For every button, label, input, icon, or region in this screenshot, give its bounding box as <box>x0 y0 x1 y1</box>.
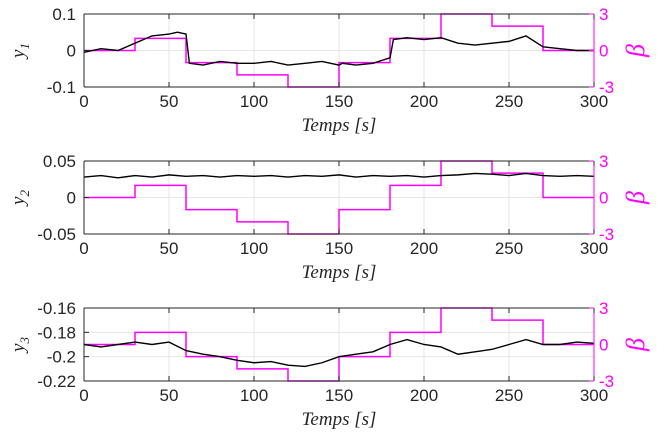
y-tick-label-right: -3 <box>599 225 614 244</box>
x-tick-label: 200 <box>410 239 438 258</box>
series-beta-line <box>84 307 594 382</box>
x-tick-label: 250 <box>495 386 523 405</box>
y-tick-label-left: -0.1 <box>47 78 76 97</box>
y-tick-label-right: 0 <box>599 189 608 208</box>
x-tick-label: 0 <box>79 92 88 111</box>
x-tick-label: 50 <box>160 92 179 111</box>
x-axis-label: Temps [s] <box>302 262 377 283</box>
x-tick-label: 300 <box>580 386 608 405</box>
y-tick-label-right: 0 <box>599 336 608 355</box>
y-tick-label-right: 3 <box>599 152 608 171</box>
x-tick-label: 150 <box>325 92 353 111</box>
x-tick-label: 300 <box>580 92 608 111</box>
y-tick-label-left: 0.1 <box>52 5 76 24</box>
y-tick-label-right: -3 <box>599 372 614 391</box>
y-tick-label-right: 3 <box>599 5 608 24</box>
x-tick-label: 200 <box>410 92 438 111</box>
x-tick-label: 0 <box>79 386 88 405</box>
y-tick-label-left: -0.18 <box>37 323 76 342</box>
x-tick-label: 150 <box>325 386 353 405</box>
x-tick-label: 0 <box>79 239 88 258</box>
y-tick-label-left: -0.05 <box>37 225 76 244</box>
x-tick-label: 250 <box>495 92 523 111</box>
x-tick-label: 100 <box>240 386 268 405</box>
y-axis-label: y1 <box>8 43 32 60</box>
y-tick-label-right: -3 <box>599 78 614 97</box>
y-tick-label-left: 0 <box>67 189 76 208</box>
plot-panel-3: 0 50 100 150 200 250 300 -0.16 -0.18 -0.2 -0.22 3 0 -… <box>8 299 650 430</box>
y-axis-label: y2 <box>8 190 32 207</box>
x-tick-label: 50 <box>160 239 179 258</box>
x-tick-label: 150 <box>325 239 353 258</box>
y-tick-label-left: 0.05 <box>43 152 76 171</box>
series-beta-line <box>84 160 594 235</box>
y-tick-label-left: -0.22 <box>37 372 76 391</box>
y-tick-label-left: -0.16 <box>37 299 76 318</box>
series-y2-line <box>83 172 595 179</box>
y-axis-label-right: β <box>621 44 650 58</box>
y-axis-label: y3 <box>8 337 32 354</box>
x-axis-label: Temps [s] <box>302 409 377 430</box>
x-tick-label: 50 <box>160 386 179 405</box>
series-y3-line <box>83 338 595 368</box>
x-tick-label: 100 <box>240 92 268 111</box>
y-axis-label-right: β <box>621 191 650 205</box>
x-tick-label: 250 <box>495 239 523 258</box>
series-y1-line <box>83 31 594 66</box>
y-tick-label-right: 3 <box>599 299 608 318</box>
x-tick-label: 100 <box>240 239 268 258</box>
y-axis-label-right: β <box>621 338 650 352</box>
x-tick-label: 200 <box>410 386 438 405</box>
x-axis-label: Temps [s] <box>302 115 377 136</box>
y-tick-label-left: -0.2 <box>47 348 76 367</box>
series-beta-line <box>84 13 594 88</box>
y-tick-label-right: 0 <box>599 42 608 61</box>
y-tick-label-left: 0 <box>67 42 76 61</box>
x-tick-label: 300 <box>580 239 608 258</box>
